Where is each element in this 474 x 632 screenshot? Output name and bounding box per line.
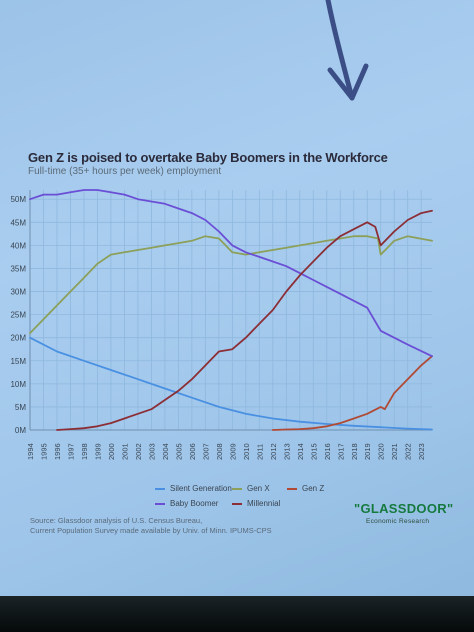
arrow-down-icon — [325, 0, 369, 101]
x-tick-label: 2013 — [282, 443, 291, 460]
chart-grid — [29, 190, 432, 431]
legend-swatch — [232, 487, 242, 490]
legend-label: Gen X — [247, 484, 270, 493]
legend-label: Millennial — [247, 499, 281, 508]
x-tick-label: 1996 — [53, 443, 62, 460]
x-tick-label: 2016 — [323, 443, 332, 460]
x-tick-label: 1995 — [39, 443, 48, 460]
y-tick-label: 40M — [10, 241, 26, 250]
x-tick-label: 2018 — [350, 443, 359, 460]
y-tick-label: 10M — [10, 380, 26, 389]
legend-label: Gen Z — [302, 484, 325, 493]
legend-swatch — [287, 487, 297, 490]
x-tick-label: 2008 — [215, 443, 224, 460]
y-tick-label: 45M — [10, 218, 26, 227]
x-tick-label: 2017 — [336, 443, 345, 460]
chart-title: Gen Z is poised to overtake Baby Boomers… — [28, 150, 388, 165]
glassdoor-logo: "GLASSDOOR" — [354, 501, 454, 516]
x-tick-label: 2003 — [147, 443, 156, 460]
series-line-gen-x — [29, 235, 433, 335]
y-tick-label: 15M — [10, 357, 26, 366]
chart-subtitle: Full-time (35+ hours per week) employmen… — [28, 166, 222, 177]
x-tick-label: 2019 — [363, 443, 372, 460]
legend-item-gen-z: Gen Z — [287, 484, 324, 493]
x-tick-label: 2023 — [417, 443, 426, 460]
x-tick-label: 2002 — [134, 443, 143, 460]
source-note: Source: Glassdoor analysis of U.S. Censu… — [30, 516, 272, 536]
x-tick-label: 2015 — [309, 443, 318, 460]
x-tick-label: 2004 — [161, 443, 170, 460]
y-tick-label: 25M — [10, 311, 26, 320]
line-chart: 0M 5M 10M 15M 20M 25M 30M 35M 40M 45M 50M 1994 1995 1… — [10, 189, 433, 460]
series-line-millennial — [56, 209, 433, 431]
y-tick-label: 20M — [10, 334, 26, 343]
legend-label: Silent Generation — [170, 484, 232, 493]
projector-screen — [0, 0, 474, 600]
x-tick-label: 1997 — [66, 443, 75, 460]
legend-item-baby-boomer: Baby Boomer — [155, 499, 218, 508]
legend-swatch — [155, 487, 165, 490]
x-tick-label: 2005 — [174, 443, 183, 460]
series-line-silent-generation — [29, 336, 433, 431]
x-tick-label: 2021 — [390, 443, 399, 460]
x-tick-label: 2022 — [404, 443, 413, 460]
x-tick-label: 2000 — [107, 443, 116, 460]
room-dark-area — [0, 596, 474, 632]
legend-swatch — [155, 502, 165, 505]
y-tick-label: 35M — [10, 264, 26, 273]
x-tick-label: 2007 — [201, 443, 210, 460]
x-tick-label: 2020 — [377, 443, 386, 460]
x-tick-label: 1994 — [26, 443, 35, 460]
x-tick-label: 2014 — [296, 443, 305, 460]
x-tick-label: 2010 — [242, 443, 251, 460]
x-tick-label: 2012 — [269, 443, 278, 460]
y-tick-label: 50M — [10, 195, 26, 204]
series-line-baby-boomer — [29, 189, 433, 358]
legend-item-silent-generation: Silent Generation — [155, 484, 232, 493]
source-line-2: Current Population Survey made available… — [30, 526, 272, 535]
y-tick-label: 5M — [15, 403, 26, 412]
y-tick-label: 0M — [15, 426, 26, 435]
legend-item-millennial: Millennial — [232, 499, 280, 508]
legend-swatch — [232, 502, 242, 505]
chart-axes: 0M 5M 10M 15M 20M 25M 30M 35M 40M 45M 50M 1994 1995 1… — [10, 190, 432, 460]
series-line-gen-z — [271, 355, 433, 431]
legend-item-gen-x: Gen X — [232, 484, 270, 493]
x-tick-label: 2011 — [255, 444, 264, 460]
x-tick-label: 1999 — [93, 443, 102, 460]
legend-label: Baby Boomer — [170, 499, 219, 508]
x-tick-label: 2006 — [188, 443, 197, 460]
source-line-1: Source: Glassdoor analysis of U.S. Censu… — [30, 516, 203, 525]
y-tick-label: 30M — [10, 288, 26, 297]
brand-subtitle: Economic Research — [366, 518, 430, 525]
x-tick-label: 2001 — [120, 443, 129, 460]
x-tick-label: 1998 — [80, 443, 89, 460]
x-tick-label: 2009 — [228, 443, 237, 460]
chart-series — [29, 189, 433, 431]
